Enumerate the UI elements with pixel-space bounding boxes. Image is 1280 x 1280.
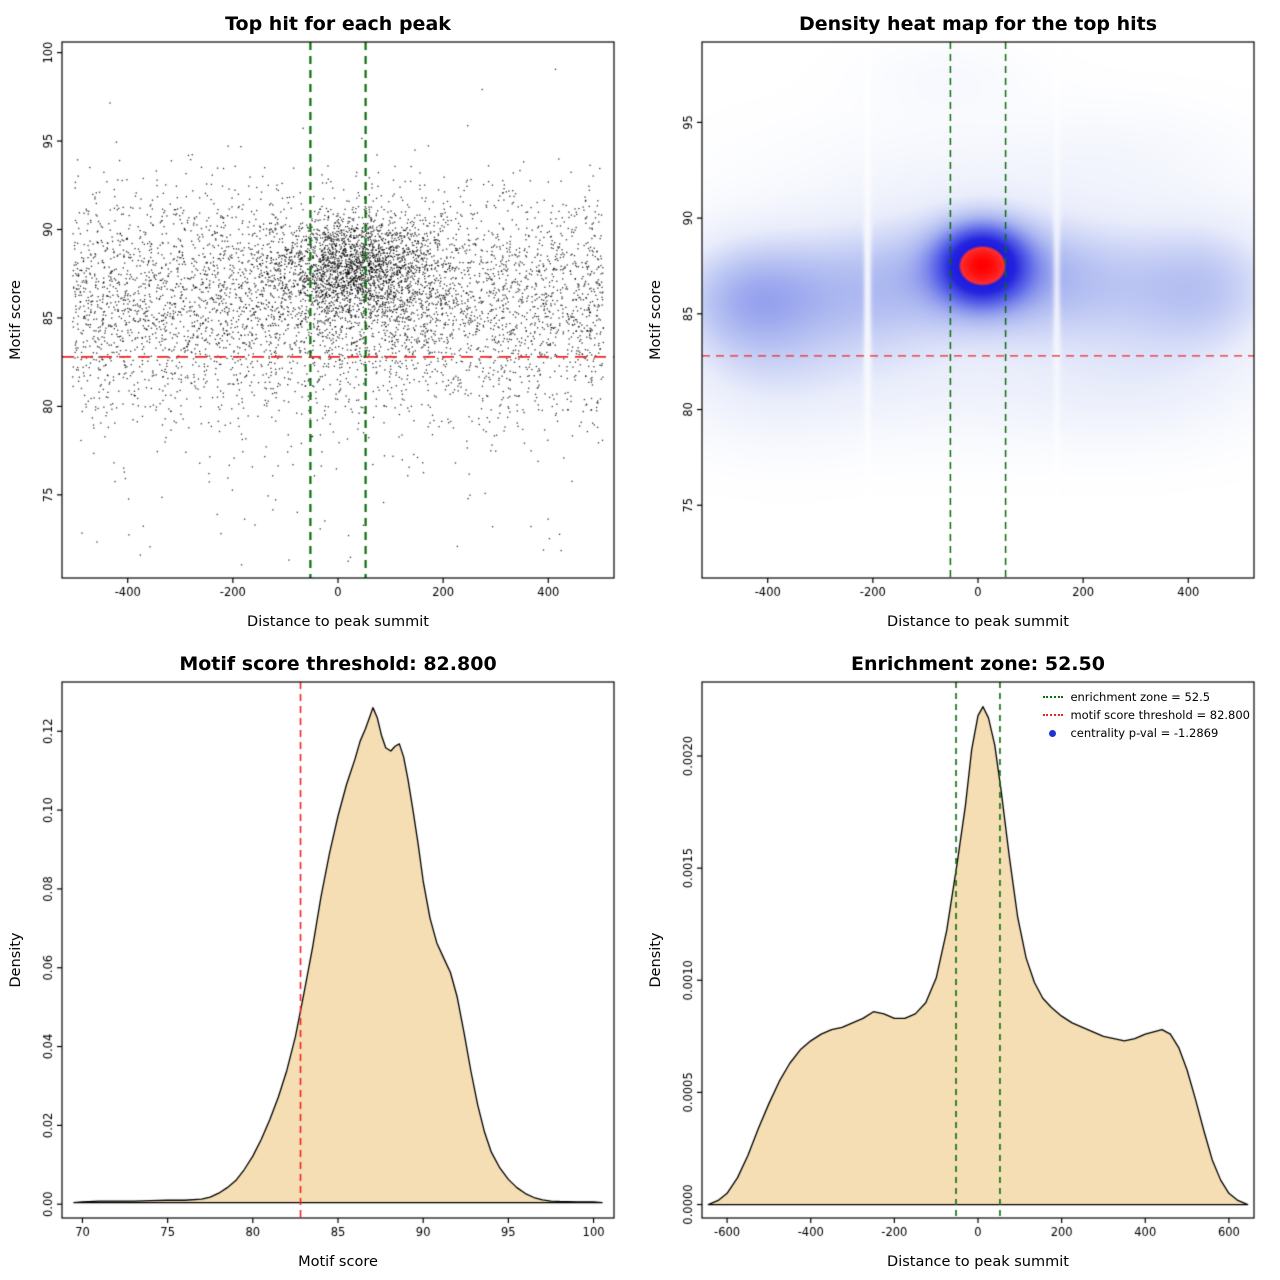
scatter-plot-canvas (0, 0, 640, 640)
blue-point-icon (1049, 729, 1057, 737)
enrichment-zone-x-axis-label: Distance to peak summit (887, 1254, 1069, 1270)
motif-density-canvas (0, 640, 640, 1280)
motif-density-x-axis-label: Motif score (298, 1254, 378, 1270)
legend-item-motif-score-threshold: motif score threshold = 82.800 (1043, 708, 1250, 722)
legend: enrichment zone = 52.5 motif score thres… (1043, 690, 1250, 740)
legend-item-enrichment-zone: enrichment zone = 52.5 (1043, 690, 1250, 704)
heatmap-canvas (640, 0, 1280, 640)
scatter-y-axis-label: Motif score (8, 280, 24, 360)
legend-item-centrality-pval: centrality p-val = -1.2869 (1043, 726, 1250, 740)
panel-density-heatmap: Density heat map for the top hits Distan… (640, 0, 1280, 640)
legend-label: motif score threshold = 82.800 (1070, 708, 1250, 722)
heatmap-y-axis-label: Motif score (648, 280, 664, 360)
panel-enrichment-zone-density: Enrichment zone: 52.50 Distance to peak … (640, 640, 1280, 1280)
scatter-x-axis-label: Distance to peak summit (247, 614, 429, 630)
panel-motif-score-density: Motif score threshold: 82.800 Motif scor… (0, 640, 640, 1280)
motif-density-title: Motif score threshold: 82.800 (179, 653, 497, 675)
legend-label: enrichment zone = 52.5 (1070, 690, 1211, 704)
motif-density-y-axis-label: Density (8, 932, 24, 988)
heatmap-x-axis-label: Distance to peak summit (887, 614, 1069, 630)
enrichment-zone-y-axis-label: Density (648, 932, 664, 988)
scatter-title: Top hit for each peak (225, 13, 451, 35)
distance-density-canvas (640, 640, 1280, 1280)
enrichment-zone-title: Enrichment zone: 52.50 (851, 653, 1105, 675)
green-dotted-line-icon (1043, 696, 1064, 698)
heatmap-title: Density heat map for the top hits (798, 13, 1158, 35)
panel-top-hits-scatter: Top hit for each peak Distance to peak s… (0, 0, 640, 640)
legend-label: centrality p-val = -1.2869 (1070, 726, 1219, 740)
red-dotted-line-icon (1043, 714, 1064, 716)
